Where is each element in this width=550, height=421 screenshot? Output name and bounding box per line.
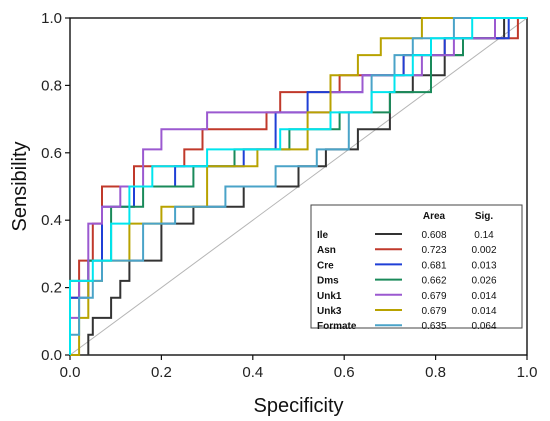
roc-curves bbox=[69, 17, 528, 356]
legend-header-sig: Sig. bbox=[475, 211, 494, 222]
series-line-7 bbox=[69, 17, 527, 355]
x-tick-label: 0.0 bbox=[60, 364, 81, 381]
legend-entry-sig: 0.14 bbox=[474, 230, 494, 241]
legend-entry-area: 0.679 bbox=[421, 306, 446, 317]
series-line-unk1 bbox=[69, 17, 527, 355]
x-axis-title: Specificity bbox=[253, 395, 343, 417]
y-tick-label: 0.6 bbox=[41, 145, 62, 162]
legend-entry-name: Ile bbox=[317, 230, 329, 241]
axes: 0.0 0.2 0.4 0.6 0.8 1.0 0.0 0.2 0.4 0.6 0.8 1.0 bbox=[41, 10, 537, 381]
x-tick-label: 0.4 bbox=[242, 364, 263, 381]
legend-entry-sig: 0.064 bbox=[471, 321, 496, 332]
legend-entry-sig: 0.026 bbox=[471, 276, 496, 287]
y-tick-label: 0.4 bbox=[41, 212, 62, 229]
legend-entry-area: 0.681 bbox=[421, 260, 446, 271]
series-line-ile bbox=[87, 17, 527, 355]
legend-entry-name: Dms bbox=[317, 276, 339, 287]
legend-entry-name: Unk3 bbox=[317, 306, 342, 317]
legend-entry-sig: 0.013 bbox=[471, 260, 496, 271]
x-tick-label: 0.2 bbox=[151, 364, 172, 381]
legend-entry-name: Asn bbox=[317, 245, 336, 256]
legend-entry-area: 0.608 bbox=[421, 230, 446, 241]
legend-header-area: Area bbox=[423, 211, 446, 222]
y-axis-title: Sensibility bbox=[9, 141, 31, 231]
y-tick-label: 0.0 bbox=[41, 347, 62, 364]
legend-entry-sig: 0.014 bbox=[471, 291, 496, 302]
legend-entry-name: Formate bbox=[317, 321, 357, 332]
x-tick-label: 0.6 bbox=[334, 364, 355, 381]
legend-entry-area: 0.723 bbox=[421, 245, 446, 256]
legend-entry-area: 0.662 bbox=[421, 276, 446, 287]
x-tick-label: 1.0 bbox=[517, 364, 538, 381]
y-tick-label: 1.0 bbox=[41, 10, 62, 27]
y-tick-label: 0.8 bbox=[41, 77, 62, 94]
legend: Area Sig. Ile 0.608 0.14 Asn 0.723 0.002 Cre 0.68… bbox=[310, 204, 523, 332]
legend-entry-name: Cre bbox=[317, 260, 334, 271]
series-line-formate bbox=[69, 17, 527, 355]
plot-frame bbox=[69, 17, 528, 356]
legend-box bbox=[310, 204, 523, 329]
legend-entry-area: 0.635 bbox=[421, 321, 446, 332]
legend-entry-sig: 0.002 bbox=[471, 245, 496, 256]
legend-entry-area: 0.679 bbox=[421, 291, 446, 302]
legend-entry-name: Unk1 bbox=[317, 291, 342, 302]
legend-entry-sig: 0.014 bbox=[471, 306, 496, 317]
x-tick-label: 0.8 bbox=[425, 364, 446, 381]
y-tick-label: 0.2 bbox=[41, 280, 62, 297]
